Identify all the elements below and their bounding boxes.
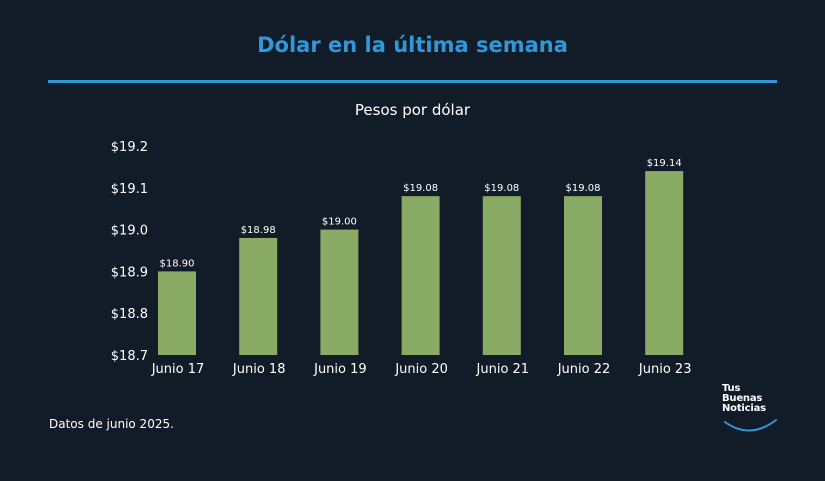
bar	[158, 271, 196, 355]
chart-subtitle: Pesos por dólar	[354, 101, 471, 119]
bar	[239, 237, 278, 355]
y-tick-label: $19.2	[111, 140, 148, 155]
x-tick-label: Junio 17	[151, 362, 205, 377]
logo-line-1: Tus	[722, 383, 741, 394]
y-tick-label: $19.0	[111, 224, 148, 239]
x-tick-label: Junio 22	[557, 362, 611, 377]
bar	[482, 196, 521, 355]
y-tick-label: $18.8	[111, 307, 148, 322]
bar-value-label: $19.08	[566, 183, 601, 194]
bar	[645, 171, 684, 355]
logo-smile-icon	[724, 419, 777, 432]
x-tick-label: Junio 18	[232, 362, 286, 377]
bar	[564, 196, 602, 355]
footnote: Datos de junio 2025.	[49, 417, 174, 431]
x-tick-label: Junio 19	[313, 362, 367, 377]
title-divider	[48, 80, 777, 83]
y-tick-label: $18.9	[111, 265, 148, 280]
bar-value-label: $19.08	[403, 183, 438, 194]
x-tick-label: Junio 23	[638, 362, 692, 377]
bar-value-label: $19.08	[484, 183, 519, 194]
logo-line-3: Noticias	[722, 403, 766, 414]
logo-line-2: Buenas	[722, 393, 763, 404]
y-tick-label: $18.7	[111, 349, 148, 364]
bar	[401, 196, 440, 355]
y-tick-label: $19.1	[111, 182, 148, 197]
chart-title: Dólar en la última semana	[257, 33, 568, 57]
bar	[320, 229, 359, 355]
x-tick-label: Junio 21	[476, 362, 530, 377]
brand-logo: Tus Buenas Noticias	[722, 384, 782, 436]
bar-value-label: $19.14	[647, 158, 682, 169]
bar-value-label: $18.98	[241, 225, 276, 236]
x-tick-label: Junio 20	[394, 362, 448, 377]
bar-value-label: $19.00	[322, 217, 357, 228]
bar-value-label: $18.90	[160, 258, 195, 269]
